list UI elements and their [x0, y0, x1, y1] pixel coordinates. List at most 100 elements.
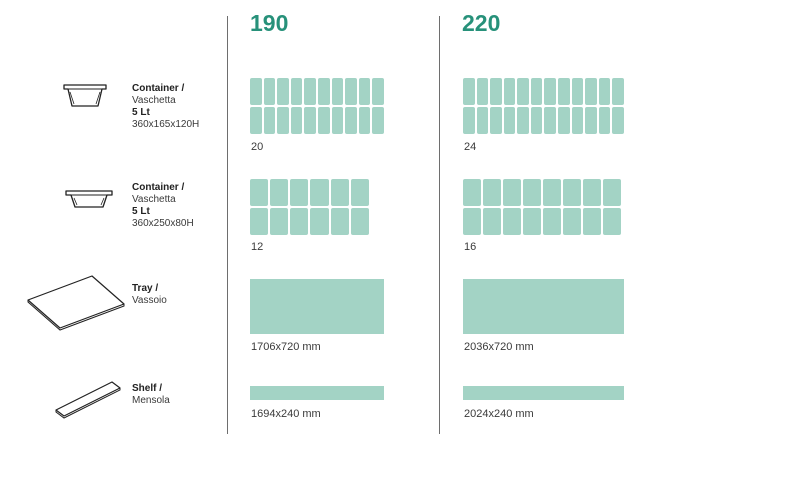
- container-slot: [463, 179, 481, 206]
- count-220-container-120h: 24: [464, 141, 477, 153]
- container-slot: [476, 78, 489, 105]
- container-slot: [598, 78, 611, 105]
- container-slot: [463, 208, 481, 235]
- container-slot: [530, 78, 543, 105]
- container-slot: [318, 78, 330, 105]
- model-220-heading: 220: [462, 10, 501, 36]
- container-slot: [517, 107, 529, 134]
- container-slot: [330, 208, 349, 235]
- grid-190-container-80h: [250, 179, 369, 235]
- row-size: 360x165x120H: [132, 119, 200, 130]
- row-name: Container /: [132, 83, 185, 94]
- container-slot: [350, 208, 369, 235]
- container-slot: [544, 78, 557, 105]
- container-slot: [543, 179, 561, 206]
- row-capacity: 5 Lt: [132, 107, 150, 118]
- container-slot: [490, 107, 502, 134]
- count-220-container-80h: 16: [464, 241, 477, 253]
- grid-190-container-120h: [250, 78, 384, 134]
- row-tray-label: Tray / Vassoio: [132, 283, 167, 307]
- row-name: Shelf /: [132, 383, 163, 394]
- container-slot: [503, 208, 521, 235]
- container-deep-icon: [63, 84, 107, 107]
- row-container-80h-label: Container / Vaschetta 5 Lt 360x250x80H: [132, 182, 194, 230]
- tray-190-panel: [250, 279, 384, 334]
- row-capacity: 5 Lt: [132, 206, 150, 217]
- container-slot: [483, 208, 501, 235]
- row-size: 360x250x80H: [132, 218, 194, 229]
- container-slot: [304, 78, 316, 105]
- container-slot: [463, 78, 475, 105]
- container-slot: [290, 179, 309, 206]
- container-slot: [544, 107, 557, 134]
- row-alt-name: Mensola: [132, 395, 170, 406]
- container-shallow-icon: [65, 190, 113, 208]
- container-slot: [330, 179, 349, 206]
- container-slot: [250, 179, 269, 206]
- container-slot: [310, 179, 329, 206]
- count-190-container-80h: 12: [251, 241, 264, 253]
- container-slot: [612, 107, 624, 134]
- container-slot: [503, 179, 521, 206]
- row-alt-name: Vaschetta: [132, 95, 176, 106]
- container-slot: [563, 208, 581, 235]
- grid-220-container-120h: [463, 78, 624, 134]
- container-slot: [523, 208, 541, 235]
- container-slot: [558, 107, 570, 134]
- shelf-190-size: 1694x240 mm: [251, 408, 321, 420]
- container-slot: [543, 208, 561, 235]
- count-190-container-120h: 20: [251, 141, 264, 153]
- container-slot: [270, 208, 289, 235]
- model-190-heading: 190: [250, 10, 289, 36]
- container-slot: [358, 78, 371, 105]
- row-name: Container /: [132, 182, 185, 193]
- container-slot: [503, 107, 516, 134]
- row-name: Tray /: [132, 283, 159, 294]
- container-slot: [563, 179, 581, 206]
- container-slot: [270, 179, 289, 206]
- container-slot: [517, 78, 529, 105]
- container-slot: [304, 107, 316, 134]
- container-slot: [558, 78, 570, 105]
- tray-icon: [27, 275, 125, 331]
- container-slot: [345, 78, 357, 105]
- container-slot: [463, 107, 475, 134]
- container-slot: [372, 107, 384, 134]
- container-slot: [290, 78, 303, 105]
- container-slot: [290, 107, 303, 134]
- container-slot: [483, 179, 501, 206]
- container-slot: [350, 179, 369, 206]
- row-alt-name: Vassoio: [132, 295, 167, 306]
- tray-190-size: 1706x720 mm: [251, 341, 321, 353]
- container-slot: [310, 208, 329, 235]
- container-slot: [530, 107, 543, 134]
- container-slot: [585, 107, 597, 134]
- container-slot: [250, 107, 262, 134]
- container-slot: [263, 78, 276, 105]
- container-slot: [603, 179, 621, 206]
- container-slot: [476, 107, 489, 134]
- row-shelf-label: Shelf / Mensola: [132, 383, 170, 407]
- shelf-220-size: 2024x240 mm: [464, 408, 534, 420]
- container-slot: [318, 107, 330, 134]
- row-alt-name: Vaschetta: [132, 194, 176, 205]
- container-slot: [583, 208, 601, 235]
- divider-left: [227, 16, 228, 434]
- container-slot: [571, 107, 584, 134]
- container-slot: [250, 208, 269, 235]
- container-slot: [358, 107, 371, 134]
- container-slot: [598, 107, 611, 134]
- container-slot: [277, 107, 289, 134]
- container-slot: [277, 78, 289, 105]
- tray-220-panel: [463, 279, 624, 334]
- container-slot: [263, 107, 276, 134]
- container-slot: [503, 78, 516, 105]
- shelf-220-panel: [463, 386, 624, 400]
- container-slot: [290, 208, 309, 235]
- container-slot: [583, 179, 601, 206]
- shelf-190-panel: [250, 386, 384, 400]
- shelf-icon: [55, 381, 121, 419]
- container-slot: [345, 107, 357, 134]
- container-slot: [490, 78, 502, 105]
- row-container-120h-label: Container / Vaschetta 5 Lt 360x165x120H: [132, 83, 199, 131]
